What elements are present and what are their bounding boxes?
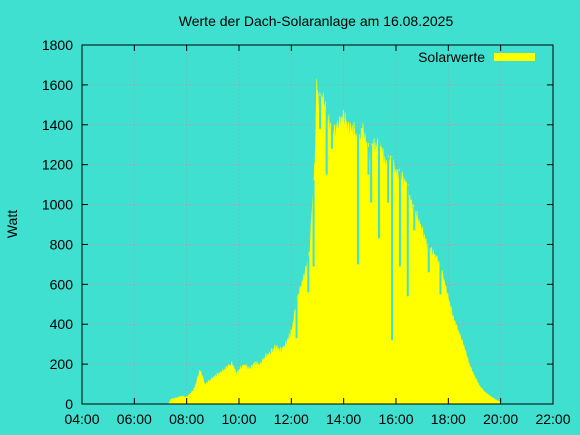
dip-gap — [391, 157, 394, 341]
x-tick-label: 04:00 — [64, 411, 99, 427]
y-tick-label: 800 — [50, 236, 74, 252]
dip-gap — [370, 145, 373, 203]
y-tick-label: 1800 — [42, 37, 73, 53]
chart-title: Werte der Dach-Solaranlage am 16.08.2025 — [179, 13, 454, 29]
x-tick-label: 22:00 — [535, 411, 570, 427]
plot-frame — [81, 44, 554, 405]
y-tick-label: 400 — [50, 316, 74, 332]
dip-gap — [439, 265, 442, 295]
x-tick-label: 08:00 — [169, 411, 204, 427]
dip-gap — [312, 180, 315, 267]
dip-gap — [427, 244, 430, 273]
plot-area — [167, 78, 503, 405]
dip-gap — [307, 255, 310, 293]
dip-gap — [357, 135, 360, 265]
y-tick-label: 0 — [65, 396, 73, 412]
dip-gap — [377, 140, 380, 239]
dip-gap — [367, 146, 370, 175]
legend-label: Solarwerte — [418, 49, 485, 65]
x-tick-label: 06:00 — [117, 411, 152, 427]
legend: Solarwerte — [418, 49, 535, 65]
y-tick-label: 1400 — [42, 117, 73, 133]
x-tick-label: 14:00 — [326, 411, 361, 427]
solar-area — [167, 78, 503, 405]
y-axis-label: Watt — [4, 210, 20, 238]
dip-gap — [413, 206, 416, 231]
x-tick-label: 16:00 — [378, 411, 413, 427]
y-tick-label: 200 — [50, 356, 74, 372]
x-tick-label: 12:00 — [274, 411, 309, 427]
y-tick-label: 600 — [50, 276, 74, 292]
x-tick-label: 20:00 — [483, 411, 518, 427]
grid — [82, 45, 553, 404]
y-tick-label: 1000 — [42, 197, 73, 213]
dip-gap — [406, 185, 409, 297]
dip-gap — [398, 171, 401, 267]
x-tick-label: 18:00 — [431, 411, 466, 427]
dip-gap — [387, 156, 390, 203]
dip-gap — [319, 96, 322, 129]
y-tick-label: 1600 — [42, 77, 73, 93]
x-tick-label: 10:00 — [221, 411, 256, 427]
dip-gap — [330, 125, 333, 149]
y-tick-label: 1200 — [42, 157, 73, 173]
legend-swatch — [494, 53, 535, 61]
axis-ticks: 0 200 400 600 800 1000 1200 1400 1600 1800 04:00 06… — [42, 37, 571, 427]
dip-gap — [295, 298, 298, 339]
dip-gap — [325, 109, 328, 175]
